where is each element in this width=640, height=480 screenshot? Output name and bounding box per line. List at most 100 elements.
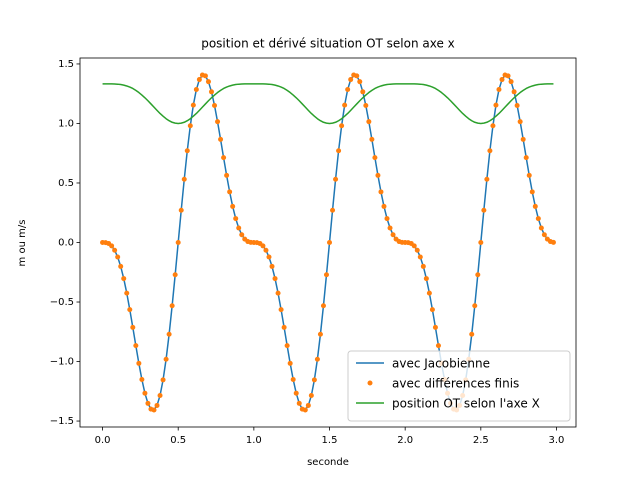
data-point bbox=[184, 148, 190, 154]
x-tick-label: 2.5 bbox=[473, 435, 489, 446]
data-point bbox=[172, 272, 178, 278]
data-point bbox=[523, 155, 529, 161]
data-point bbox=[496, 87, 502, 93]
data-point bbox=[435, 343, 441, 349]
data-point bbox=[224, 172, 230, 178]
data-point bbox=[378, 189, 384, 195]
data-point bbox=[109, 243, 115, 249]
data-point bbox=[166, 331, 172, 337]
data-point bbox=[181, 176, 187, 182]
data-point bbox=[311, 377, 317, 383]
data-point bbox=[275, 290, 281, 296]
data-point bbox=[317, 331, 323, 337]
data-point bbox=[336, 148, 342, 154]
data-point bbox=[478, 240, 484, 245]
data-point bbox=[327, 240, 333, 245]
data-point bbox=[169, 303, 175, 309]
data-point bbox=[305, 402, 311, 408]
data-point bbox=[190, 102, 196, 108]
data-point bbox=[284, 343, 290, 349]
data-point bbox=[272, 276, 278, 282]
data-point bbox=[233, 216, 239, 222]
data-point bbox=[472, 303, 478, 309]
data-point bbox=[342, 102, 348, 108]
data-point bbox=[266, 254, 272, 260]
data-point bbox=[269, 263, 275, 269]
x-tick-label: 1.5 bbox=[322, 435, 338, 446]
data-point bbox=[484, 176, 490, 182]
x-tick-label: 3.0 bbox=[549, 435, 565, 446]
data-point bbox=[411, 243, 417, 249]
data-point bbox=[414, 247, 420, 253]
data-point bbox=[112, 247, 118, 253]
data-point bbox=[124, 290, 130, 296]
data-point bbox=[296, 400, 302, 406]
data-point bbox=[208, 89, 214, 95]
data-point bbox=[345, 87, 351, 93]
data-point bbox=[118, 263, 124, 269]
data-point bbox=[369, 136, 375, 142]
data-point bbox=[151, 407, 157, 413]
data-point bbox=[481, 207, 487, 213]
data-point bbox=[278, 307, 284, 313]
legend-box bbox=[347, 350, 571, 422]
data-point bbox=[330, 207, 336, 213]
y-tick-label: 1.5 bbox=[58, 59, 74, 70]
axes-frame bbox=[79, 57, 577, 428]
data-point bbox=[333, 176, 339, 182]
data-point bbox=[514, 102, 520, 108]
data-point bbox=[320, 303, 326, 309]
data-point bbox=[136, 360, 142, 366]
data-point bbox=[363, 102, 369, 108]
data-point bbox=[541, 232, 547, 238]
data-point bbox=[390, 232, 396, 238]
data-point bbox=[508, 79, 514, 85]
data-point bbox=[339, 123, 345, 129]
data-point bbox=[142, 390, 148, 396]
data-point bbox=[178, 207, 184, 213]
x-tick-label: 0.5 bbox=[170, 435, 186, 446]
data-point bbox=[469, 331, 475, 337]
data-point bbox=[139, 377, 145, 383]
x-axis-label: seconde bbox=[307, 457, 349, 468]
data-point bbox=[348, 77, 354, 83]
data-point bbox=[115, 254, 121, 260]
data-point bbox=[121, 276, 127, 282]
data-point bbox=[154, 402, 160, 408]
legend-label: avec différences finis bbox=[392, 377, 519, 391]
data-point bbox=[157, 392, 163, 398]
data-point bbox=[218, 136, 224, 142]
data-point bbox=[487, 148, 493, 154]
data-point bbox=[423, 276, 429, 282]
legend-label: position OT selon l'axe X bbox=[392, 397, 540, 411]
data-point bbox=[260, 243, 266, 249]
y-tick-label: −1.5 bbox=[50, 416, 74, 427]
data-point bbox=[529, 189, 535, 195]
data-point bbox=[360, 89, 366, 95]
y-axis-label: m ou m/s bbox=[17, 220, 28, 267]
legend-marker bbox=[367, 380, 373, 386]
data-point bbox=[302, 407, 308, 413]
data-point bbox=[511, 89, 517, 95]
x-tick-label: 2.0 bbox=[397, 435, 413, 446]
data-point bbox=[221, 155, 227, 161]
data-point bbox=[538, 225, 544, 231]
x-tick-label: 1.0 bbox=[246, 435, 262, 446]
data-point bbox=[357, 79, 363, 85]
data-point bbox=[290, 377, 296, 383]
data-point bbox=[354, 73, 360, 79]
data-point bbox=[532, 203, 538, 209]
data-point bbox=[130, 324, 136, 330]
data-point bbox=[212, 102, 218, 108]
data-point bbox=[505, 73, 511, 79]
data-point bbox=[417, 254, 423, 260]
data-point bbox=[432, 324, 438, 330]
data-point bbox=[308, 392, 314, 398]
y-tick-label: 1.0 bbox=[58, 118, 74, 129]
data-point bbox=[205, 79, 211, 85]
data-point bbox=[187, 123, 193, 129]
series-line bbox=[102, 74, 554, 411]
data-point bbox=[160, 377, 166, 383]
data-point bbox=[517, 119, 523, 125]
